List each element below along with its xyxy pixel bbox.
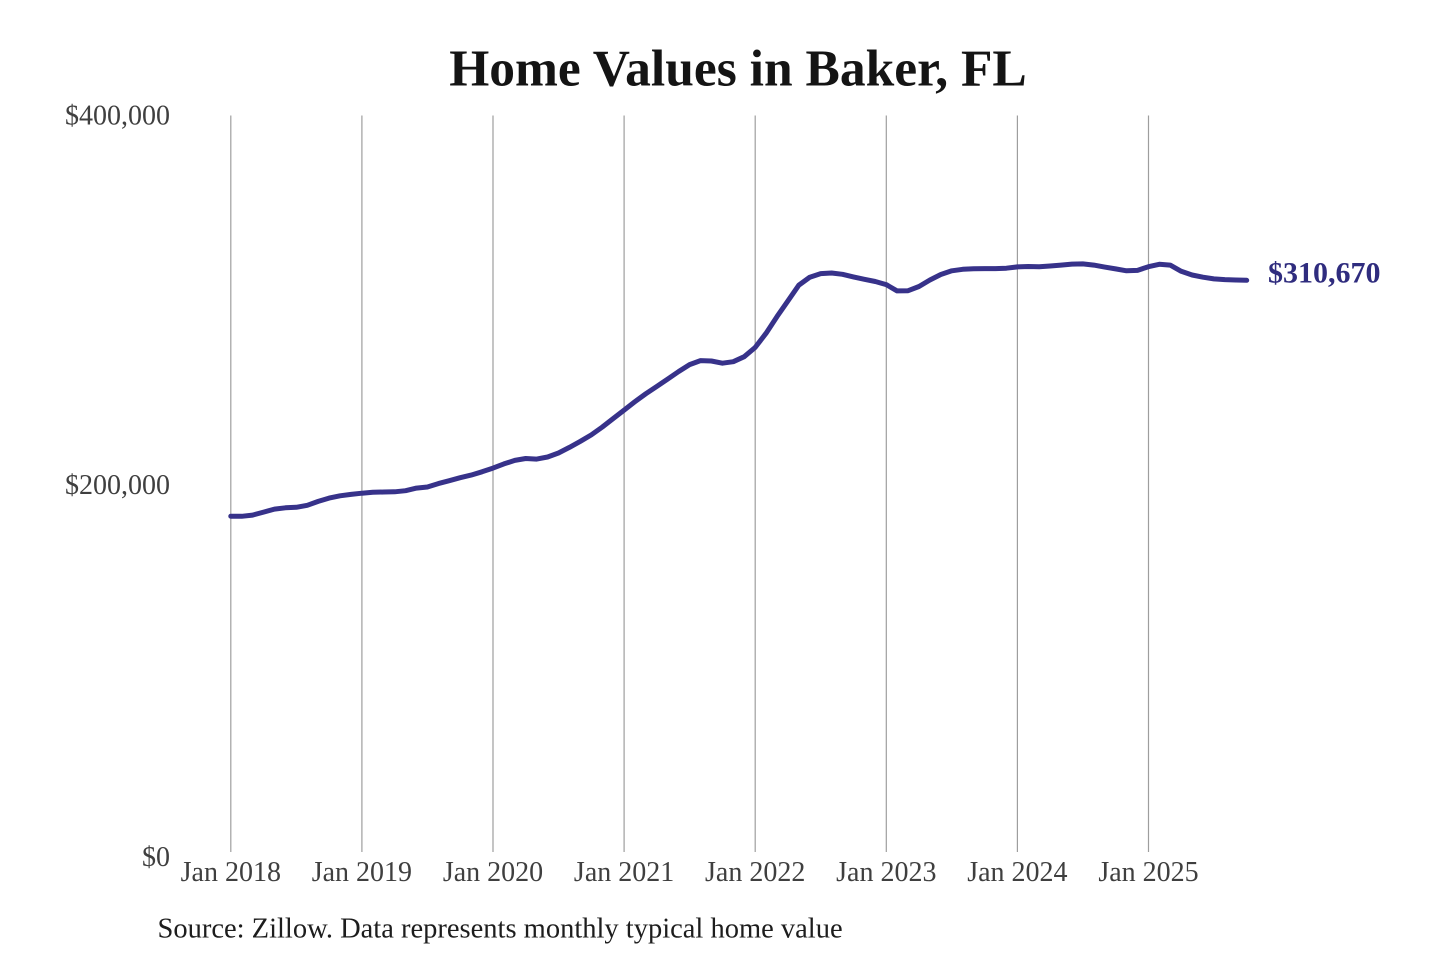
svg-text:$200,000: $200,000 xyxy=(65,470,170,501)
svg-text:Jan 2023: Jan 2023 xyxy=(836,857,936,888)
svg-text:Jan 2024: Jan 2024 xyxy=(967,857,1067,888)
svg-text:Jan 2025: Jan 2025 xyxy=(1098,857,1198,888)
svg-text:Jan 2022: Jan 2022 xyxy=(705,857,805,888)
svg-text:Jan 2020: Jan 2020 xyxy=(443,857,543,888)
svg-text:Source: Zillow. Data represent: Source: Zillow. Data represents monthly … xyxy=(158,914,843,945)
svg-text:Jan 2019: Jan 2019 xyxy=(312,857,412,888)
svg-text:Jan 2021: Jan 2021 xyxy=(574,857,674,888)
svg-text:Home Values in Baker, FL: Home Values in Baker, FL xyxy=(449,41,1027,98)
svg-text:$0: $0 xyxy=(142,842,170,873)
svg-text:$400,000: $400,000 xyxy=(65,101,170,132)
svg-text:$310,670: $310,670 xyxy=(1268,257,1381,290)
svg-text:Jan 2018: Jan 2018 xyxy=(181,857,281,888)
